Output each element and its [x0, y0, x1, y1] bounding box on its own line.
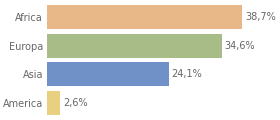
Text: 2,6%: 2,6% — [63, 98, 88, 108]
Text: 24,1%: 24,1% — [172, 69, 202, 79]
Bar — [47, 5, 242, 29]
Bar — [47, 33, 221, 58]
Bar — [47, 62, 169, 87]
Text: 38,7%: 38,7% — [245, 12, 276, 22]
Text: 34,6%: 34,6% — [225, 41, 255, 51]
Bar — [47, 91, 60, 115]
